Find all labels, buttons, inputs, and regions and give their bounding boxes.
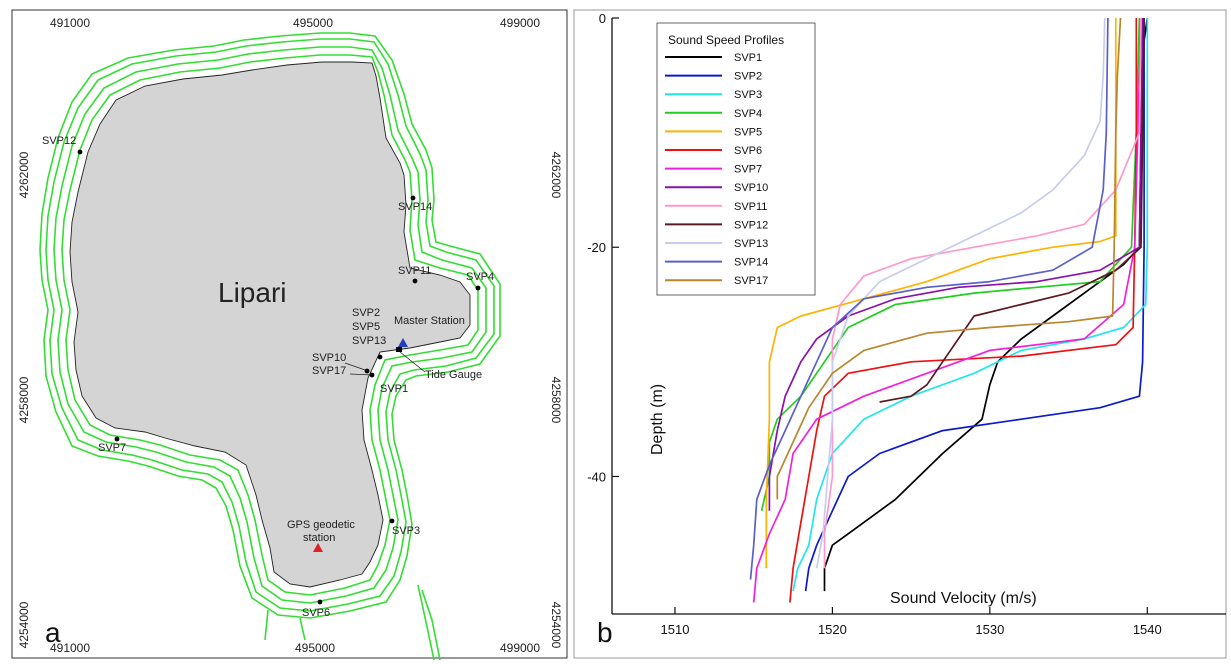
- map-x-tick-bottom-1: 491000: [50, 641, 90, 655]
- station-label-svp17: SVP17: [312, 365, 346, 377]
- series-line-svp3: [792, 18, 1149, 592]
- map-x-tick-bottom-2: 495000: [295, 641, 335, 655]
- series-line-svp6: [789, 18, 1138, 603]
- station-label-svp1: SVP1: [380, 383, 408, 395]
- legend-label-svp11: SVP11: [734, 201, 767, 213]
- station-marker-svp2: [377, 354, 383, 360]
- y-tick-label: 0: [599, 11, 606, 26]
- x-axis-label: Sound Velocity (m/s): [890, 590, 1037, 607]
- series-line-svp12: [879, 17, 1145, 403]
- station-label-svp6: SVP6: [302, 607, 330, 619]
- master-station-marker: [398, 338, 408, 347]
- station-label-svp4: SVP4: [466, 271, 494, 283]
- island-name: Lipari: [218, 277, 286, 308]
- station-label-svp11: SVP11: [398, 265, 431, 277]
- map-x-tick-top-1: 491000: [50, 16, 90, 30]
- station-label-svp7: SVP7: [98, 442, 126, 454]
- station-marker-svp11: [412, 278, 418, 284]
- x-tick-label: 1530: [975, 622, 1004, 637]
- svp17-leader: [349, 373, 373, 376]
- panel-b-label: b: [597, 617, 613, 648]
- station-marker-svp12: [77, 149, 83, 155]
- gps-station-marker: [313, 543, 323, 552]
- station-label-svp5: SVP5: [352, 321, 380, 333]
- map-x-tick-top-3: 499000: [500, 16, 540, 30]
- x-axis-ticks: 1510 1520 1530 1540: [661, 607, 1162, 637]
- legend-label-svp3: SVP3: [734, 89, 762, 101]
- legend-label-svp2: SVP2: [734, 71, 762, 83]
- station-leaders: [344, 351, 426, 376]
- map-x-tick-top-2: 495000: [293, 16, 333, 30]
- map-y-tick-right-2: 4258000: [549, 377, 563, 424]
- legend-label-svp13: SVP13: [734, 238, 768, 250]
- survey-tracks: [39, 32, 501, 661]
- legend: Sound Speed Profiles SVP1SVP2SVP3SVP4SVP…: [656, 22, 816, 296]
- legend-label-svp12: SVP12: [734, 219, 768, 231]
- tide-gauge-marker: [396, 347, 402, 352]
- series-line-svp13: [815, 17, 1106, 569]
- series-line-svp17: [776, 17, 1122, 500]
- y-axis-ticks: 0 -20 -40: [587, 11, 619, 484]
- series-line-svp2: [804, 18, 1145, 592]
- y-tick-label: -20: [587, 240, 606, 255]
- legend-label-svp6: SVP6: [734, 145, 762, 157]
- legend-title: Sound Speed Profiles: [668, 33, 784, 47]
- map-x-tick-bottom-3: 499000: [500, 641, 540, 655]
- series-line-svp11: [823, 17, 1142, 569]
- map-y-tick-left-1: 4262000: [17, 151, 31, 198]
- station-label-svp14: SVP14: [398, 201, 432, 213]
- series-line-svp10: [768, 17, 1144, 511]
- tide-gauge-leader: [399, 351, 426, 373]
- master-station-label: Master Station: [394, 315, 465, 327]
- station-marker-svp14: [410, 195, 416, 201]
- station-marker-svp6: [317, 599, 323, 605]
- map-y-tick-left-3: 4254000: [17, 601, 31, 648]
- panel-a-map: 491000 495000 499000 491000 495000 49900…: [11, 9, 568, 661]
- legend-label-svp5: SVP5: [734, 126, 762, 138]
- map-x-ticks: 491000 495000 499000 491000 495000 49900…: [50, 16, 540, 655]
- lipari-island: [69, 61, 471, 588]
- station-marker-svp4: [475, 285, 481, 291]
- legend-label-svp1: SVP1: [734, 52, 762, 64]
- series-line-svp4: [760, 17, 1141, 511]
- svp-station-markers: [77, 149, 481, 605]
- gps-station-label-line1: GPS geodetic: [287, 519, 355, 531]
- map-y-tick-left-2: 4258000: [17, 376, 31, 423]
- legend-box: [656, 22, 816, 296]
- y-axis-label: Depth (m): [649, 384, 666, 455]
- map-y-tick-right-3: 4254000: [549, 602, 563, 649]
- station-label-svp3: SVP3: [392, 525, 420, 537]
- panel-b-chart: 1510 1520 1530 1540 0 -20 -40 Sound Speed Pro…: [573, 9, 1227, 659]
- legend-label-svp7: SVP7: [734, 164, 762, 176]
- station-label-svp12: SVP12: [42, 135, 76, 147]
- station-label-svp13: SVP13: [352, 335, 386, 347]
- series-line-svp7: [752, 17, 1142, 603]
- legend-label-svp17: SVP17: [734, 275, 768, 287]
- x-tick-label: 1520: [818, 622, 847, 637]
- svp10-leader: [344, 362, 369, 372]
- tide-gauge-label: Tide Gauge: [425, 369, 482, 381]
- legend-entries: SVP1 SVP2 SVP3 SVP4 SVP5 SVP6 SVP7 SVP10 SVP11 SV…: [665, 52, 768, 287]
- series-line-svp14: [749, 17, 1109, 580]
- panel-a-label: a: [45, 617, 61, 648]
- legend-label-svp10: SVP10: [734, 182, 768, 194]
- map-y-ticks: 4262000 4258000 4254000 4262000 4258000 …: [17, 151, 563, 648]
- x-tick-label: 1540: [1133, 622, 1162, 637]
- station-marker-svp3: [389, 518, 395, 524]
- legend-label-svp4: SVP4: [734, 108, 762, 120]
- station-labels: SVP12 SVP14 SVP11 SVP4 SVP2 SVP5 SVP13 S…: [42, 135, 494, 619]
- series-lines: [749, 17, 1149, 603]
- y-tick-label: -40: [587, 469, 606, 484]
- legend-label-svp14: SVP14: [734, 257, 768, 269]
- station-label-svp2: SVP2: [352, 307, 380, 319]
- gps-station-label-line2: station: [303, 532, 335, 544]
- x-tick-label: 1510: [661, 622, 690, 637]
- station-marker-svp7: [114, 436, 120, 442]
- map-y-tick-right-1: 4262000: [549, 152, 563, 199]
- station-label-svp10: SVP10: [312, 352, 346, 364]
